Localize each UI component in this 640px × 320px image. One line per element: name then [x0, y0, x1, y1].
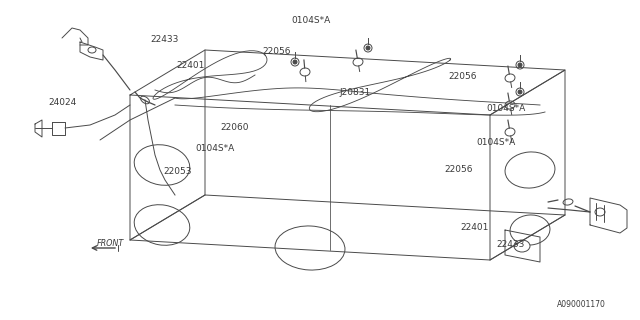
- Ellipse shape: [516, 61, 524, 69]
- Text: J20831: J20831: [339, 88, 371, 97]
- Ellipse shape: [563, 199, 573, 205]
- Ellipse shape: [353, 58, 363, 66]
- Text: 24024: 24024: [48, 98, 76, 107]
- Ellipse shape: [516, 88, 524, 96]
- Text: 22060: 22060: [221, 124, 250, 132]
- Text: A090001170: A090001170: [557, 300, 605, 309]
- Ellipse shape: [514, 240, 530, 252]
- Text: 0104S*A: 0104S*A: [291, 16, 330, 25]
- Ellipse shape: [134, 205, 190, 245]
- Ellipse shape: [88, 47, 96, 53]
- Text: 22053: 22053: [163, 167, 192, 176]
- Ellipse shape: [134, 145, 190, 185]
- Text: 0104S*A: 0104S*A: [477, 138, 516, 147]
- Ellipse shape: [293, 60, 297, 64]
- Ellipse shape: [505, 152, 555, 188]
- Ellipse shape: [141, 96, 150, 104]
- Text: 22433: 22433: [150, 36, 179, 44]
- Ellipse shape: [510, 215, 550, 245]
- Text: 22056: 22056: [445, 165, 474, 174]
- Text: FRONT: FRONT: [97, 239, 125, 248]
- Ellipse shape: [595, 208, 605, 216]
- Text: 22401: 22401: [461, 223, 489, 232]
- Text: 22056: 22056: [448, 72, 477, 81]
- Text: 22401: 22401: [176, 61, 204, 70]
- Ellipse shape: [275, 226, 345, 270]
- Ellipse shape: [518, 90, 522, 94]
- Ellipse shape: [505, 128, 515, 136]
- Ellipse shape: [291, 58, 299, 66]
- Ellipse shape: [366, 46, 370, 50]
- Ellipse shape: [364, 44, 372, 52]
- Ellipse shape: [300, 68, 310, 76]
- Ellipse shape: [518, 63, 522, 67]
- Text: 0104S*A: 0104S*A: [195, 144, 234, 153]
- Text: 22056: 22056: [262, 47, 291, 56]
- Text: 22433: 22433: [496, 240, 524, 249]
- Ellipse shape: [505, 101, 515, 109]
- Text: 0104S*A: 0104S*A: [486, 104, 525, 113]
- Ellipse shape: [505, 74, 515, 82]
